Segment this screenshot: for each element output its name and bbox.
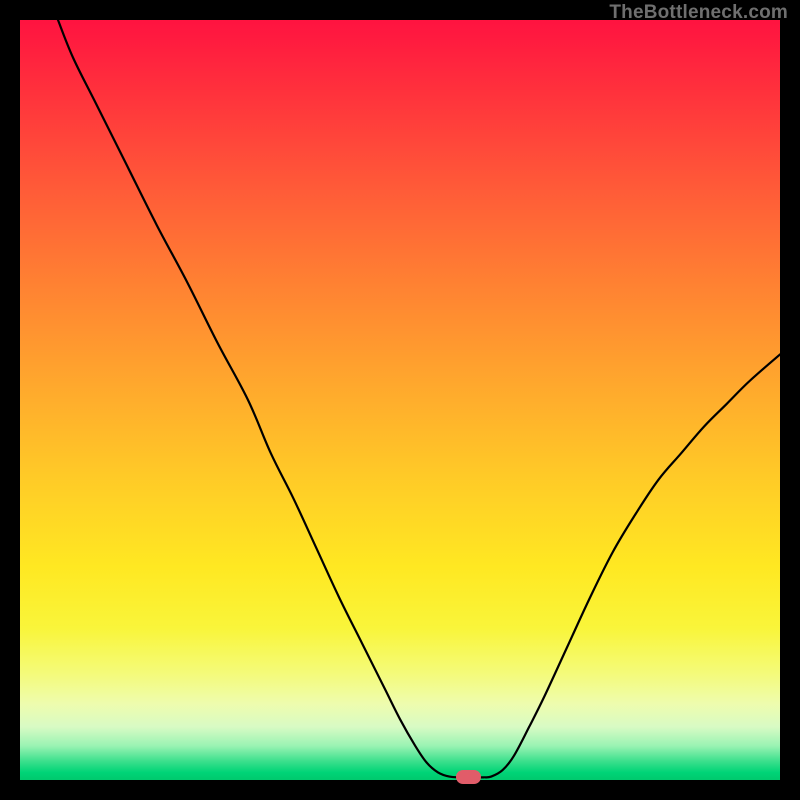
watermark-text: TheBottleneck.com (609, 2, 788, 24)
bottleneck-chart-plot-area (20, 20, 780, 780)
optimum-marker (456, 770, 481, 784)
